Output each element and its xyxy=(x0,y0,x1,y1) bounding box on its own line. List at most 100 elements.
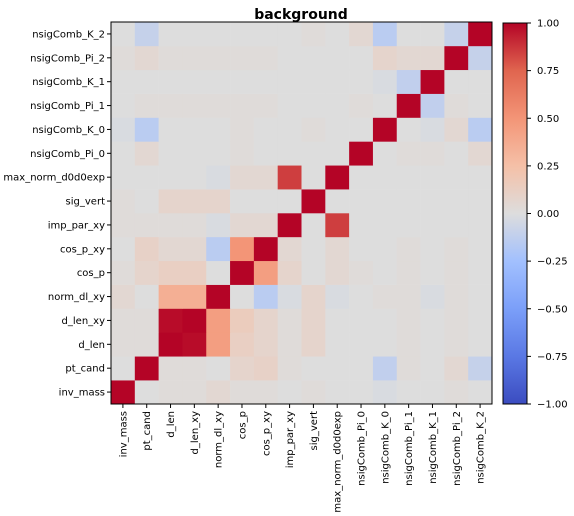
y-tick-label: cos_p xyxy=(77,268,105,279)
heatmap-cell xyxy=(468,332,493,357)
heatmap-cell xyxy=(325,284,350,309)
heatmap-cell xyxy=(420,22,445,47)
heatmap-cell xyxy=(349,308,374,333)
heatmap-cell xyxy=(134,93,159,118)
heatmap-cell xyxy=(468,93,493,118)
heatmap-cell xyxy=(396,308,421,333)
heatmap-cell xyxy=(444,380,469,405)
heatmap-cell xyxy=(372,380,398,405)
heatmap-cell xyxy=(468,165,493,190)
y-tick-label: nsigComb_K_2 xyxy=(32,29,105,40)
heatmap-cell xyxy=(134,260,159,285)
heatmap-cell xyxy=(444,332,469,357)
heatmap-cell xyxy=(325,236,350,262)
heatmap-cell xyxy=(349,380,374,405)
heatmap-cell xyxy=(444,356,469,381)
colorbar xyxy=(502,22,528,405)
heatmap-cell xyxy=(301,236,326,262)
heatmap-cell xyxy=(158,69,183,94)
heatmap-cell xyxy=(396,141,421,166)
y-tick-label: nsigComb_Pi_1 xyxy=(30,101,105,112)
heatmap-cell xyxy=(468,45,493,71)
heatmap-cell xyxy=(206,117,231,142)
heatmap-cell xyxy=(253,332,278,357)
heatmap-cell xyxy=(134,284,159,309)
heatmap-cell xyxy=(111,141,136,166)
heatmap-cell xyxy=(253,93,278,118)
heatmap-cell xyxy=(158,22,183,47)
heatmap-cell xyxy=(206,22,231,47)
heatmap-cell xyxy=(230,69,255,94)
heatmap-cell xyxy=(372,141,398,166)
heatmap-cell xyxy=(372,69,398,94)
heatmap-cell xyxy=(468,284,493,309)
colorbar-tick-label: 0.25 xyxy=(537,161,559,172)
heatmap-cell xyxy=(158,236,183,262)
heatmap-cell xyxy=(349,189,374,214)
heatmap-cell xyxy=(349,45,374,71)
heatmap-cell xyxy=(349,141,374,166)
x-tick-label: imp_par_xy xyxy=(285,411,296,468)
heatmap-cell xyxy=(182,93,207,118)
heatmap-cell xyxy=(206,260,231,285)
colorbar-tick-label: 1.00 xyxy=(537,19,559,30)
heatmap-cell xyxy=(111,69,136,94)
heatmap-cell xyxy=(372,189,398,214)
plot-frame xyxy=(110,21,493,405)
heatmap-cell xyxy=(277,165,302,190)
heatmap-cell xyxy=(134,22,159,47)
heatmap-cell xyxy=(396,45,421,71)
heatmap-cell xyxy=(253,356,278,381)
heatmap-cell xyxy=(396,332,421,357)
heatmap-cell xyxy=(372,356,398,381)
heatmap-cell xyxy=(253,308,278,333)
heatmap-cell xyxy=(396,260,421,285)
heatmap-cell xyxy=(396,189,421,214)
heatmap-cell xyxy=(158,213,183,238)
heatmap-cell xyxy=(420,380,445,405)
heatmap-cell xyxy=(277,380,302,405)
heatmap-cell xyxy=(420,356,445,381)
heatmap-cell xyxy=(111,117,136,142)
heatmap-cell xyxy=(349,236,374,262)
heatmap-cell xyxy=(301,308,326,333)
colorbar-tick-label: 0.00 xyxy=(537,209,559,220)
heatmap-cell xyxy=(372,332,398,357)
heatmap-cell xyxy=(253,22,278,47)
x-tick-label: nsigComb_Pi_1 xyxy=(404,411,415,486)
x-tick-label: pt_cand xyxy=(142,411,153,451)
x-tick-label: max_norm_d0d0exp xyxy=(333,411,344,513)
heatmap-cell xyxy=(444,93,469,118)
heatmap-cell xyxy=(325,260,350,285)
heatmap-cell xyxy=(325,380,350,405)
y-tick-label: nsigComb_K_0 xyxy=(32,125,105,136)
heatmap-cell xyxy=(420,165,445,190)
heatmap-cell xyxy=(444,69,469,94)
heatmap-cell xyxy=(158,284,183,309)
heatmap-cell xyxy=(253,189,278,214)
heatmap-cell xyxy=(253,284,278,309)
x-tick-label: d_len_xy xyxy=(190,411,201,455)
heatmap-cell xyxy=(158,141,183,166)
heatmap-cell xyxy=(301,380,326,405)
heatmap-cell xyxy=(420,260,445,285)
heatmap-cell xyxy=(134,356,159,381)
heatmap-cell xyxy=(182,117,207,142)
heatmap-cell xyxy=(111,45,136,71)
x-tick-label: cos_p xyxy=(237,411,248,439)
heatmap-cell xyxy=(468,356,493,381)
heatmap-cell xyxy=(206,141,231,166)
heatmap-cell xyxy=(396,380,421,405)
heatmap-cell xyxy=(230,22,255,47)
heatmap-cell xyxy=(325,189,350,214)
colorbar-tick-label: −1.00 xyxy=(537,400,568,411)
x-tick-label: d_len xyxy=(166,411,177,438)
heatmap-cell xyxy=(277,236,302,262)
heatmap-cell xyxy=(372,213,398,238)
heatmap-cell xyxy=(396,165,421,190)
heatmap-cell xyxy=(372,308,398,333)
heatmap-cell xyxy=(372,284,398,309)
heatmap-cell xyxy=(325,22,350,47)
heatmap-cell xyxy=(349,213,374,238)
